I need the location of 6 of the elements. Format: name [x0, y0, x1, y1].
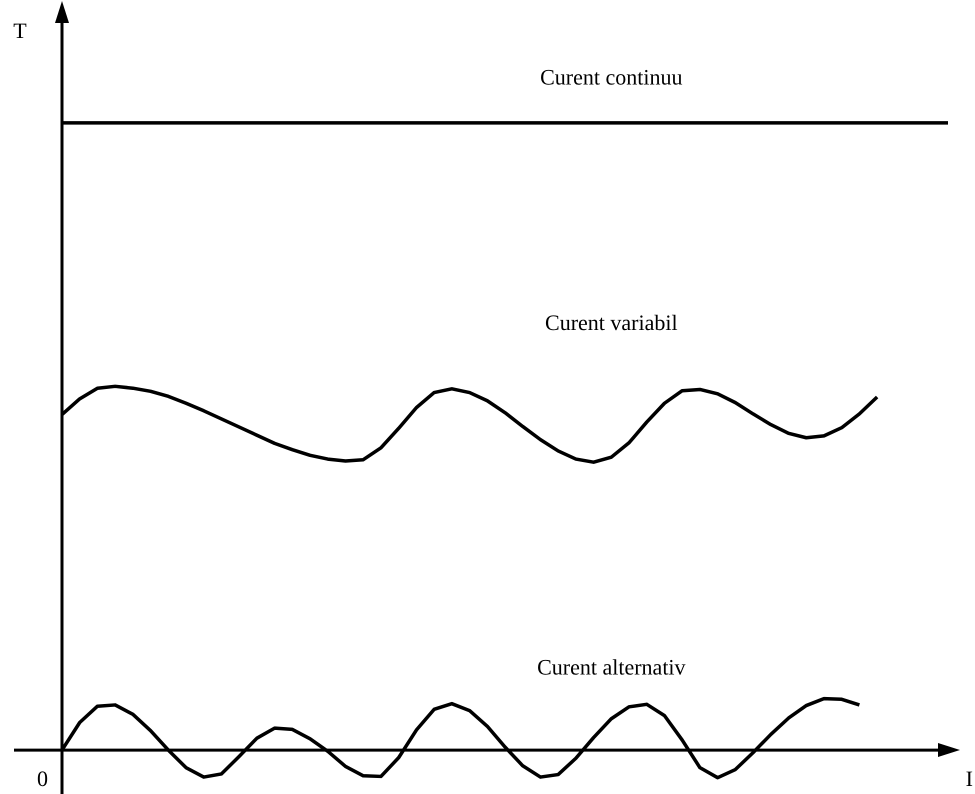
series-label: Curent continuu: [540, 64, 683, 90]
text: 0: [37, 766, 48, 791]
series-label: Curent alternativ: [537, 654, 686, 680]
y-axis-title: T: [13, 18, 28, 43]
x-axis-title: I: [966, 766, 973, 791]
text: Curent variabil: [545, 310, 678, 336]
